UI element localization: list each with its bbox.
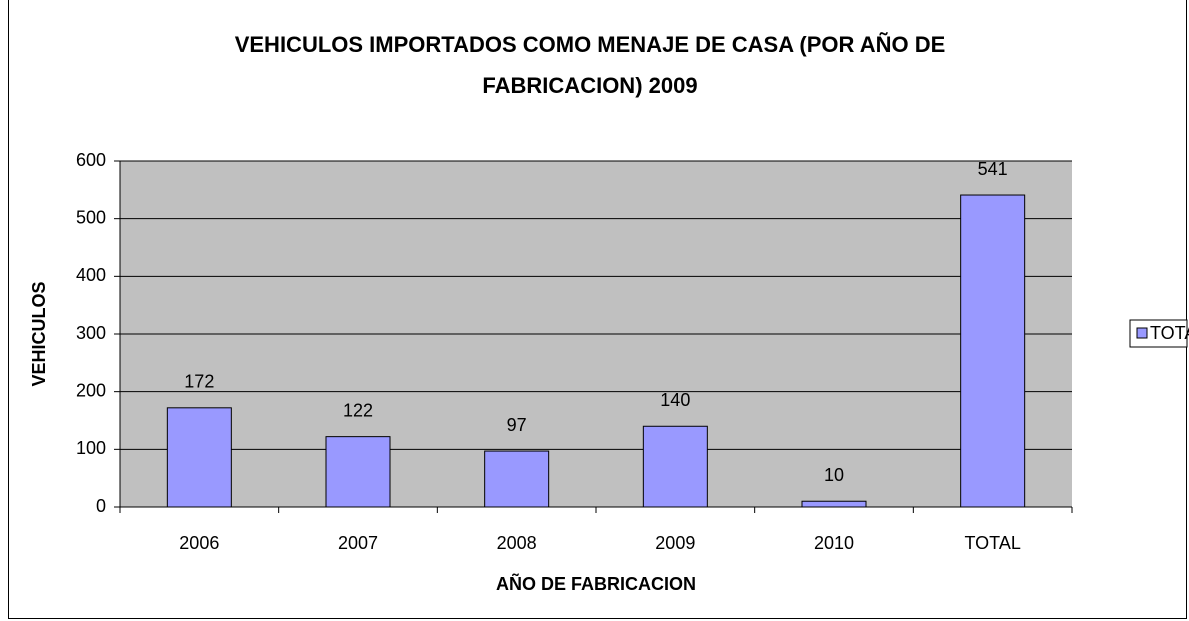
y-axis-title: VEHICULOS bbox=[29, 281, 49, 386]
y-tick-label: 200 bbox=[76, 380, 106, 400]
bar bbox=[642, 425, 708, 508]
y-tick-label: 400 bbox=[76, 265, 106, 285]
bar bbox=[960, 194, 1026, 508]
x-tick-label: 2006 bbox=[179, 533, 219, 553]
x-tick-label: 2007 bbox=[338, 533, 378, 553]
data-label: 140 bbox=[660, 390, 690, 410]
bar bbox=[166, 407, 232, 508]
data-label: 541 bbox=[978, 159, 1008, 179]
x-axis-title: AÑO DE FABRICACION bbox=[496, 573, 696, 594]
x-tick-label: 2008 bbox=[497, 533, 537, 553]
y-tick-label: 500 bbox=[76, 207, 106, 227]
chart-title: VEHICULOS IMPORTADOS COMO MENAJE DE CASA… bbox=[234, 32, 946, 98]
y-tick-label: 100 bbox=[76, 438, 106, 458]
data-label: 97 bbox=[507, 415, 527, 435]
chart-border bbox=[8, 0, 1187, 619]
x-tick-label: TOTAL bbox=[964, 533, 1020, 553]
legend-label: TOTAL bbox=[1150, 323, 1189, 343]
data-label: 10 bbox=[824, 465, 844, 485]
y-tick-label: 300 bbox=[76, 323, 106, 343]
bar bbox=[325, 436, 391, 508]
data-label: 122 bbox=[343, 400, 373, 420]
data-label: 172 bbox=[184, 372, 214, 392]
bar bbox=[801, 500, 867, 508]
bar bbox=[484, 450, 550, 508]
y-tick-label: 0 bbox=[96, 496, 106, 516]
x-tick-label: 2009 bbox=[655, 533, 695, 553]
x-tick-label: 2010 bbox=[814, 533, 854, 553]
legend-swatch bbox=[1136, 327, 1148, 339]
y-tick-label: 600 bbox=[76, 150, 106, 170]
